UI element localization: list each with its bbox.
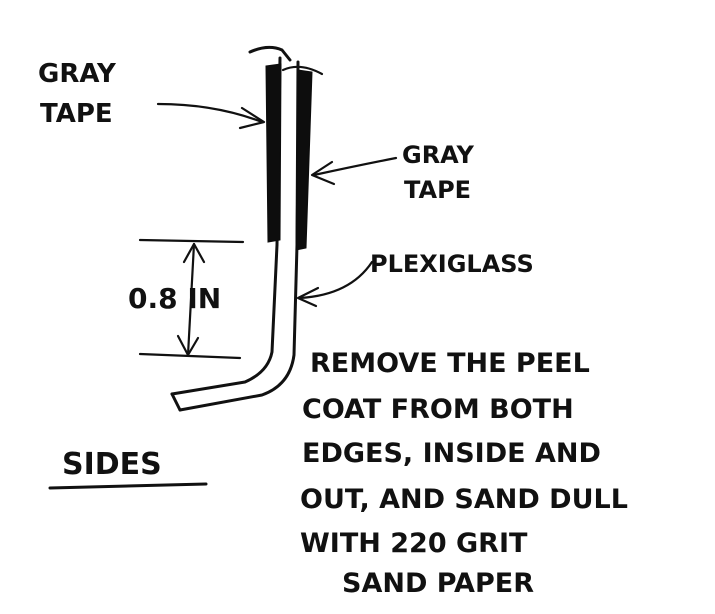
instruction-line-6: SAND PAPER <box>342 568 534 599</box>
arrow-plexiglass <box>296 260 374 308</box>
instruction-line-1: REMOVE THE PEEL <box>310 348 590 379</box>
plexiglass-sheet <box>170 45 300 412</box>
instruction-line-2: COAT FROM BOTH <box>302 394 574 425</box>
gray-tape-label-left-line1: GRAY <box>38 59 117 89</box>
dimension-label: 0.8 IN <box>128 282 221 315</box>
instruction-line-4: OUT, AND SAND DULL <box>300 484 628 515</box>
gray-tape-inside <box>295 69 313 251</box>
gray-tape-label-left-line2: TAPE <box>40 99 113 129</box>
gray-tape-outside <box>265 63 282 243</box>
arrow-right-tape <box>310 156 398 186</box>
gray-tape-label-right-line2: TAPE <box>404 176 471 204</box>
instruction-line-3: EDGES, INSIDE AND <box>302 438 601 469</box>
sides-caption: SIDES <box>62 447 162 482</box>
instruction-line-5: WITH 220 GRIT <box>300 528 528 559</box>
dimension-marker <box>138 238 245 360</box>
gray-tape-label-right-line1: GRAY <box>402 141 474 169</box>
plexiglass-label: PLEXIGLASS <box>370 250 534 278</box>
arrow-left-tape <box>156 102 266 130</box>
sides-underline <box>48 482 208 490</box>
instructions-block: REMOVE THE PEEL COAT FROM BOTH EDGES, IN… <box>300 348 628 599</box>
